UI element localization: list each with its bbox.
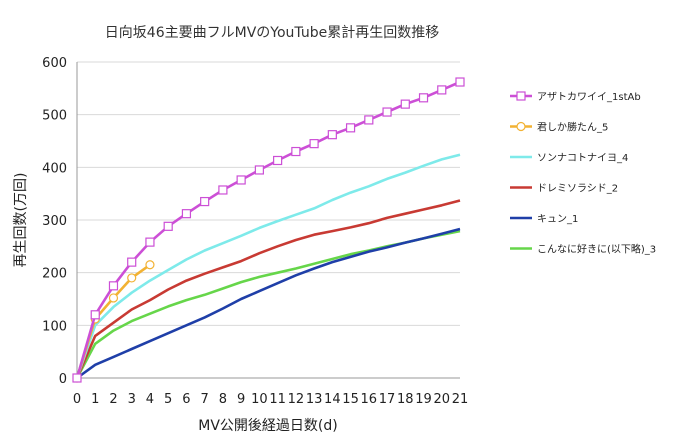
y-tick-label: 200 — [42, 267, 67, 282]
legend-item: ドレミソラシド_2 — [510, 183, 618, 195]
x-tick-label: 11 — [269, 392, 286, 407]
data-point — [345, 123, 356, 133]
y-tick-label: 300 — [42, 214, 67, 229]
x-tick-label: 5 — [164, 392, 172, 407]
legend-marker — [516, 121, 526, 132]
x-tick-label: 19 — [415, 392, 432, 407]
x-tick-label: 8 — [219, 392, 227, 407]
x-tick-label: 4 — [146, 392, 154, 407]
series-layer — [72, 77, 465, 383]
legend-marker — [516, 91, 526, 101]
data-point — [181, 209, 192, 219]
x-tick-label: 9 — [237, 392, 245, 407]
data-point — [382, 107, 392, 117]
y-tick-label: 400 — [42, 161, 67, 176]
series-line — [76, 227, 461, 380]
data-point — [455, 77, 465, 87]
legend-label: キュン_1 — [537, 214, 578, 225]
data-point — [236, 175, 246, 185]
series-line — [75, 80, 461, 379]
data-point — [90, 310, 100, 320]
data-point — [200, 196, 210, 207]
series — [76, 227, 461, 380]
x-tick-label: 3 — [128, 392, 136, 407]
y-tick-label: 500 — [42, 109, 67, 124]
legend-label: 君しか勝たん_5 — [537, 121, 608, 134]
data-point — [163, 221, 173, 231]
data-point — [273, 155, 283, 166]
data-point — [418, 93, 429, 103]
series-line — [75, 199, 461, 379]
x-tick-label: 21 — [452, 392, 469, 407]
legend-label: ソンナコトナイヨ_4 — [537, 152, 628, 164]
x-tick-labels: 0 1 2 3 4 5 6 7 8 9 10 11 12 13 14 15 16 17 18 19 20 21 — [73, 392, 468, 407]
series-line — [75, 153, 461, 379]
x-tick-label: 17 — [379, 392, 396, 407]
data-point — [218, 185, 228, 195]
data-point — [145, 237, 155, 247]
series — [75, 153, 461, 379]
legend-label: こんなに好きに(以下略)_3 — [537, 243, 656, 256]
legend-item: こんなに好きに(以下略)_3 — [510, 243, 656, 256]
x-tick-label: 13 — [306, 392, 323, 407]
x-tick-label: 2 — [109, 392, 117, 407]
x-tick-label: 7 — [201, 392, 209, 407]
x-tick-label: 20 — [433, 392, 450, 407]
x-tick-label: 1 — [91, 392, 99, 407]
y-tick-label: 600 — [42, 56, 67, 71]
legend-label: ドレミソラシド_2 — [537, 183, 618, 195]
y-tick-label: 100 — [42, 319, 67, 334]
x-tick-label: 12 — [288, 392, 305, 407]
series — [75, 229, 461, 379]
series — [75, 199, 461, 379]
grid — [77, 61, 460, 379]
data-point — [364, 115, 374, 125]
data-point — [327, 130, 337, 140]
legend-item: ソンナコトナイヨ_4 — [510, 152, 628, 164]
data-point — [127, 273, 137, 283]
legend-item: 君しか勝たん_5 — [510, 121, 608, 134]
legend-label: アザトカワイイ_1stAb — [537, 91, 641, 103]
data-point — [291, 146, 301, 157]
data-point — [400, 99, 410, 109]
x-tick-label: 18 — [397, 392, 414, 407]
data-point — [145, 260, 155, 270]
data-point — [108, 293, 119, 303]
x-tick-label: 15 — [342, 392, 359, 407]
legend: アザトカワイイ_1stAb 君しか勝たん_5 ソンナコトナイヨ_4 ドレミソラシド_2… — [510, 91, 656, 256]
data-point — [254, 165, 264, 175]
x-tick-label: 14 — [324, 392, 341, 407]
y-tick-labels: 0 100 200 300 400 500 600 — [42, 56, 67, 387]
legend-item: アザトカワイイ_1stAb — [510, 91, 641, 103]
data-point — [437, 85, 447, 95]
data-point — [309, 139, 319, 149]
series-line — [75, 229, 461, 379]
series — [72, 77, 465, 383]
legend-item: キュン_1 — [510, 214, 578, 225]
y-tick-label: 0 — [59, 372, 67, 387]
x-tick-label: 10 — [251, 392, 268, 407]
data-point — [108, 281, 119, 291]
x-axis-title: MV公開後経過日数(d) — [198, 418, 337, 434]
x-tick-label: 16 — [361, 392, 378, 407]
x-tick-label: 0 — [73, 392, 81, 407]
x-tick-label: 6 — [182, 392, 190, 407]
chart-title: 日向坂46主要曲フルMVのYouTube累計再生回数推移 — [105, 25, 439, 41]
data-point — [72, 373, 82, 383]
y-axis-title: 再生回数(万回) — [13, 173, 29, 268]
data-point — [127, 257, 137, 267]
